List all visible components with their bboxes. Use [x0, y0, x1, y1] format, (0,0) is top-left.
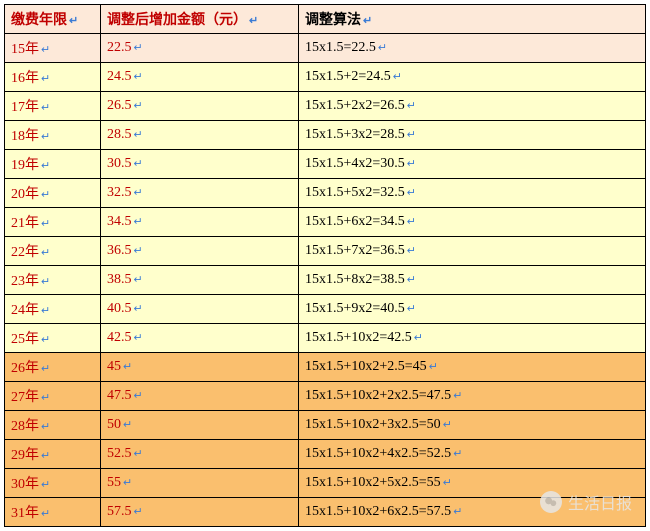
cell-amount: 24.5↵: [101, 63, 299, 92]
table-row: 17年↵26.5↵15x1.5+2x2=26.5↵: [5, 92, 646, 121]
table-row: 30年↵55↵15x1.5+10x2+5x2.5=55↵: [5, 469, 646, 498]
cell-amount: 42.5↵: [101, 324, 299, 353]
cell-amount: 34.5↵: [101, 208, 299, 237]
table-header-cell: 缴费年限↵: [5, 5, 101, 34]
cell-amount: 32.5↵: [101, 179, 299, 208]
cell-amount: 38.5↵: [101, 266, 299, 295]
table-header-row: 缴费年限↵调整后增加金额（元）↵调整算法↵: [5, 5, 646, 34]
table-row: 26年↵45↵15x1.5+10x2+2.5=45↵: [5, 353, 646, 382]
table-row: 19年↵30.5↵15x1.5+4x2=30.5↵: [5, 150, 646, 179]
cell-amount: 28.5↵: [101, 121, 299, 150]
table-header-cell: 调整算法↵: [299, 5, 646, 34]
cell-year: 25年↵: [5, 324, 101, 353]
table-row: 15年↵22.5↵15x1.5=22.5↵: [5, 34, 646, 63]
cell-year: 29年↵: [5, 440, 101, 469]
table-row: 29年↵52.5↵15x1.5+10x2+4x2.5=52.5↵: [5, 440, 646, 469]
table-header-cell: 调整后增加金额（元）↵: [101, 5, 299, 34]
cell-calc: 15x1.5+10x2+2x2.5=47.5↵: [299, 382, 646, 411]
cell-calc: 15x1.5+7x2=36.5↵: [299, 237, 646, 266]
cell-calc: 15x1.5+3x2=28.5↵: [299, 121, 646, 150]
cell-year: 18年↵: [5, 121, 101, 150]
cell-calc: 15x1.5+10x2+3x2.5=50↵: [299, 411, 646, 440]
table-row: 31年↵57.5↵15x1.5+10x2+6x2.5=57.5↵: [5, 498, 646, 527]
pension-table: 缴费年限↵调整后增加金额（元）↵调整算法↵15年↵22.5↵15x1.5=22.…: [4, 4, 646, 527]
table-row: 16年↵24.5↵15x1.5+2=24.5↵: [5, 63, 646, 92]
table-row: 22年↵36.5↵15x1.5+7x2=36.5↵: [5, 237, 646, 266]
cell-year: 23年↵: [5, 266, 101, 295]
cell-amount: 40.5↵: [101, 295, 299, 324]
cell-calc: 15x1.5+10x2+2.5=45↵: [299, 353, 646, 382]
cell-year: 19年↵: [5, 150, 101, 179]
cell-calc: 15x1.5+5x2=32.5↵: [299, 179, 646, 208]
cell-year: 26年↵: [5, 353, 101, 382]
cell-amount: 55↵: [101, 469, 299, 498]
cell-calc: 15x1.5+10x2+6x2.5=57.5↵: [299, 498, 646, 527]
cell-year: 20年↵: [5, 179, 101, 208]
cell-calc: 15x1.5+10x2+5x2.5=55↵: [299, 469, 646, 498]
cell-calc: 15x1.5+4x2=30.5↵: [299, 150, 646, 179]
cell-calc: 15x1.5+2x2=26.5↵: [299, 92, 646, 121]
cell-amount: 22.5↵: [101, 34, 299, 63]
cell-year: 17年↵: [5, 92, 101, 121]
cell-amount: 26.5↵: [101, 92, 299, 121]
cell-year: 15年↵: [5, 34, 101, 63]
table-row: 28年↵50↵15x1.5+10x2+3x2.5=50↵: [5, 411, 646, 440]
cell-amount: 47.5↵: [101, 382, 299, 411]
cell-calc: 15x1.5+6x2=34.5↵: [299, 208, 646, 237]
cell-amount: 45↵: [101, 353, 299, 382]
table-row: 20年↵32.5↵15x1.5+5x2=32.5↵: [5, 179, 646, 208]
table-row: 18年↵28.5↵15x1.5+3x2=28.5↵: [5, 121, 646, 150]
cell-calc: 15x1.5=22.5↵: [299, 34, 646, 63]
cell-calc: 15x1.5+8x2=38.5↵: [299, 266, 646, 295]
table-row: 27年↵47.5↵15x1.5+10x2+2x2.5=47.5↵: [5, 382, 646, 411]
cell-amount: 57.5↵: [101, 498, 299, 527]
table-row: 25年↵42.5↵15x1.5+10x2=42.5↵: [5, 324, 646, 353]
cell-year: 16年↵: [5, 63, 101, 92]
table-row: 23年↵38.5↵15x1.5+8x2=38.5↵: [5, 266, 646, 295]
cell-year: 24年↵: [5, 295, 101, 324]
cell-year: 22年↵: [5, 237, 101, 266]
cell-amount: 52.5↵: [101, 440, 299, 469]
cell-calc: 15x1.5+2=24.5↵: [299, 63, 646, 92]
cell-year: 27年↵: [5, 382, 101, 411]
cell-amount: 36.5↵: [101, 237, 299, 266]
table-row: 24年↵40.5↵15x1.5+9x2=40.5↵: [5, 295, 646, 324]
cell-calc: 15x1.5+10x2=42.5↵: [299, 324, 646, 353]
cell-year: 30年↵: [5, 469, 101, 498]
cell-year: 31年↵: [5, 498, 101, 527]
cell-year: 28年↵: [5, 411, 101, 440]
cell-amount: 50↵: [101, 411, 299, 440]
cell-amount: 30.5↵: [101, 150, 299, 179]
cell-year: 21年↵: [5, 208, 101, 237]
cell-calc: 15x1.5+10x2+4x2.5=52.5↵: [299, 440, 646, 469]
table-row: 21年↵34.5↵15x1.5+6x2=34.5↵: [5, 208, 646, 237]
cell-calc: 15x1.5+9x2=40.5↵: [299, 295, 646, 324]
